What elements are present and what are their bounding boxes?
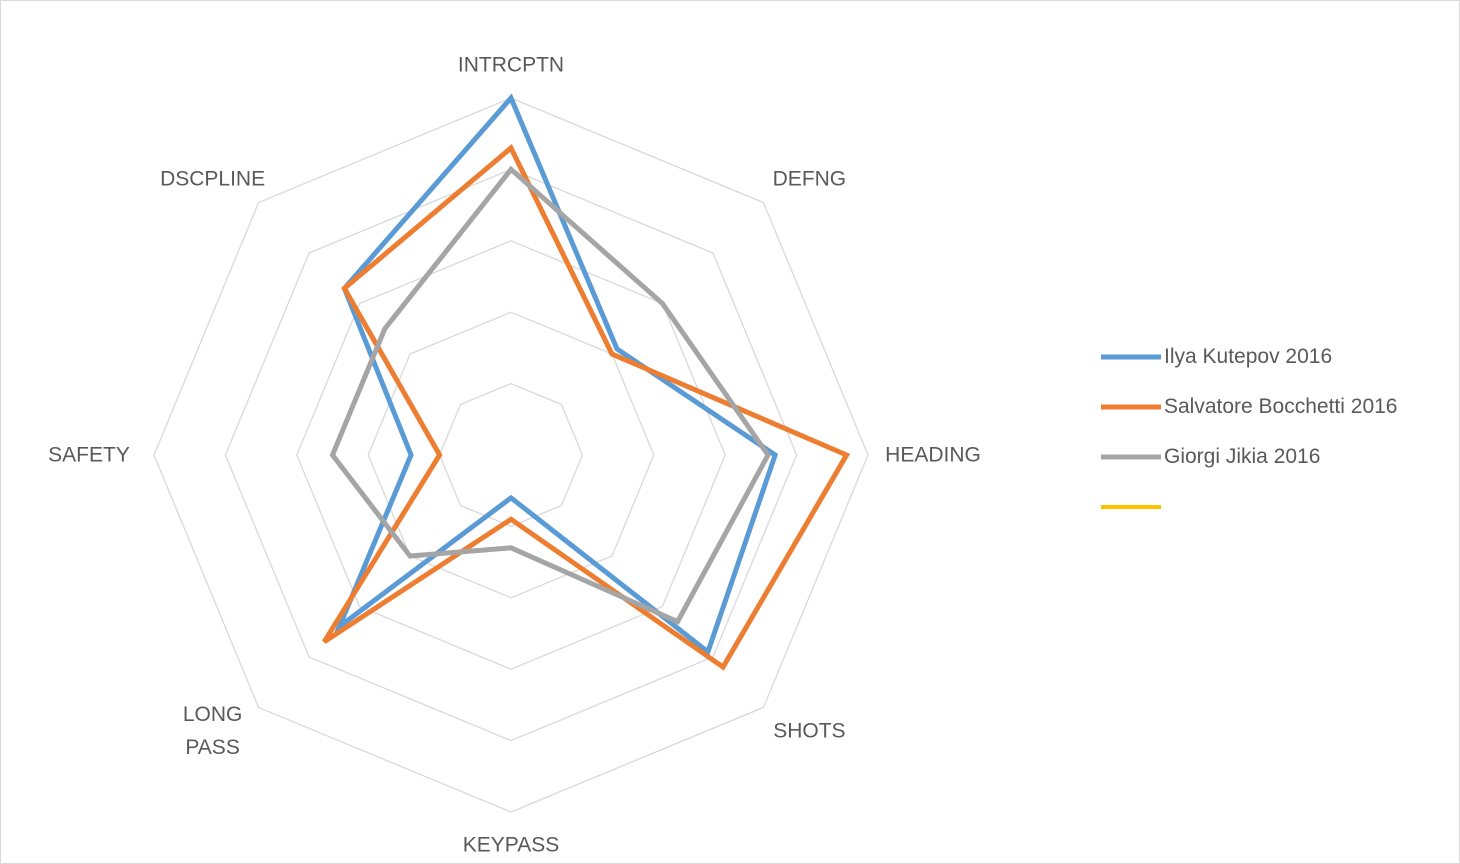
grid-ring <box>367 311 655 599</box>
legend-label: Salvatore Bocchetti 2016 <box>1164 395 1398 418</box>
grid-ring <box>296 240 726 670</box>
legend-label: Ilya Kutepov 2016 <box>1164 345 1333 368</box>
grid-ring <box>153 97 869 813</box>
axis-label: INTRCPTN <box>457 53 565 77</box>
series-line <box>333 93 779 657</box>
series-line <box>329 165 771 625</box>
grid-ring <box>224 168 798 742</box>
axis-label: LONG PASS <box>182 702 243 759</box>
axis-label: SAFETY <box>48 443 130 467</box>
axis-label: HEADING <box>885 443 981 467</box>
axis-label: DSCPLINE <box>160 167 266 191</box>
axis-label: KEYPASS <box>462 833 560 857</box>
grid-ring <box>438 382 584 528</box>
axis-label: DEFNG <box>772 167 847 191</box>
axis-label: SHOTS <box>773 719 846 743</box>
series-line <box>322 144 851 671</box>
legend-label: Giorgi Jikia 2016 <box>1164 445 1321 468</box>
